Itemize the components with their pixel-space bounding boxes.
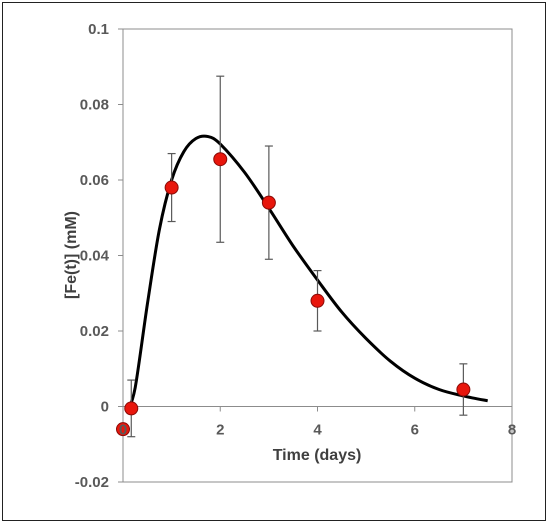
y-tick-label: 0.06 [80, 172, 109, 189]
data-point [164, 180, 179, 195]
plot-border [122, 28, 513, 483]
y-tick-label: 0.1 [88, 21, 109, 38]
y-tick-label: 0.04 [80, 248, 110, 265]
x-tick-label: 8 [508, 422, 516, 439]
x-tick-label: 0 [119, 422, 127, 439]
chart-frame [2, 2, 546, 521]
x-tick-label: 2 [216, 422, 224, 439]
fit-curve [126, 134, 488, 411]
plot-area [116, 28, 513, 483]
x-tick-label: 4 [313, 422, 322, 439]
data-point [116, 422, 130, 437]
data-point [456, 382, 471, 397]
data-point [124, 401, 139, 416]
y-tick-label: 0.02 [80, 323, 109, 340]
y-axis-title: [Fe(t)] (mM) [63, 211, 80, 299]
y-tick-label: 0 [101, 399, 109, 416]
y-tick-label: -0.02 [75, 474, 109, 491]
x-tick-label: 6 [411, 422, 419, 439]
y-tick-label: 0.08 [80, 97, 109, 114]
data-point [310, 293, 325, 308]
data-point [213, 152, 228, 167]
data-point [261, 195, 276, 210]
x-axis-title: Time (days) [273, 447, 362, 464]
tick-labels: 0 2 4 6 8 -0.02 0 0.02 0.04 0.06 0.08 0.1 [75, 21, 516, 491]
